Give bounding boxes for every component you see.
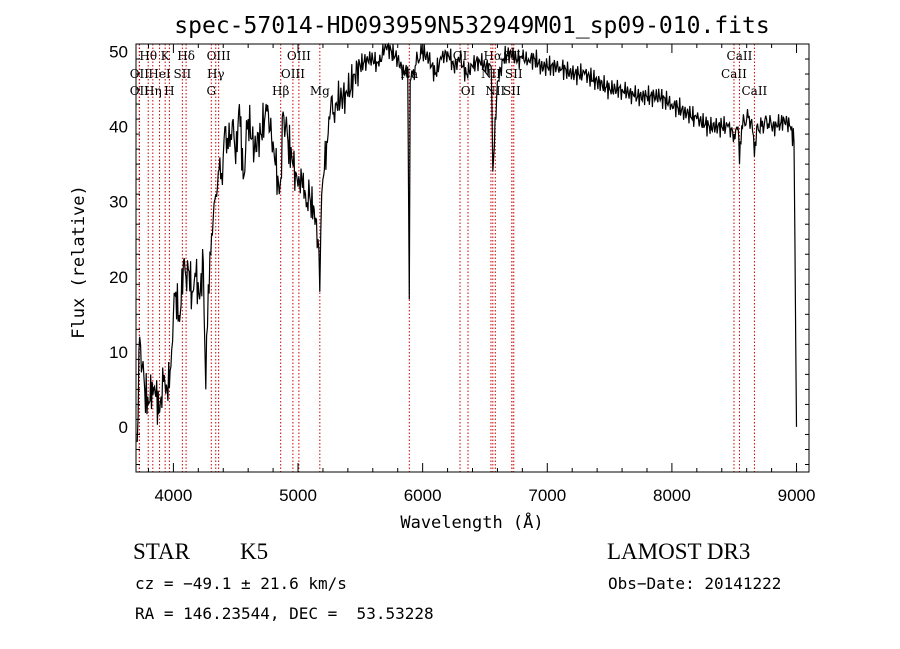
line-marker-label: CaII <box>741 84 767 98</box>
x-tick-label: 6000 <box>404 486 442 505</box>
x-axis-label: Wavelength (Å) <box>400 511 543 533</box>
spectrum-line <box>136 42 798 443</box>
line-marker-label: SII <box>174 67 192 81</box>
plot-frame <box>135 43 810 473</box>
line-marker-label: G <box>206 84 216 98</box>
x-tick-label: 4000 <box>154 486 192 505</box>
object-subclass: K5 <box>240 539 269 564</box>
line-marker-label: Hη <box>144 84 162 98</box>
obs-date: Obs−Date: 20141222 <box>608 574 782 593</box>
line-marker-label: H <box>164 84 174 98</box>
line-marker-label: OI <box>461 84 476 98</box>
chart-title: spec-57014-HD093959N532949M01_sp09-010.f… <box>174 13 769 39</box>
x-tick-label: 8000 <box>653 486 691 505</box>
line-marker-label: Hβ <box>272 84 289 98</box>
redshift-text: cz = −49.1 ± 21.6 km/s <box>135 574 347 593</box>
line-marker-label: K <box>161 49 171 63</box>
line-marker-label: OIII <box>287 49 311 63</box>
x-tick-label: 7000 <box>528 486 566 505</box>
line-marker-label: Hδ <box>177 49 195 63</box>
line-marker-label: Hγ <box>207 67 225 81</box>
x-tick-label: 5000 <box>279 486 317 505</box>
object-class: STAR <box>133 539 190 564</box>
y-tick-label: 50 <box>109 43 128 62</box>
line-marker-label: OIII <box>207 49 231 63</box>
line-marker-label: CaII <box>727 49 753 63</box>
y-tick-label: 40 <box>109 118 128 137</box>
line-marker-label: SII <box>505 67 523 81</box>
line-marker-label: Hα <box>484 49 503 63</box>
line-marker-label: OII <box>130 84 150 98</box>
line-marker-label: SII <box>503 84 521 98</box>
line-marker-label: Hθ <box>139 49 157 63</box>
y-tick-label: 0 <box>119 418 128 437</box>
line-marker-label: NII <box>485 84 505 98</box>
axes: 4000 5000 6000 7000 8000 9000 0 10 20 30 40 50 <box>109 43 815 505</box>
spectral-line-markers: HθKHδOIIHeISIIOIIHηHOIIIHγGOIIIOIIIHβMgN… <box>130 44 768 472</box>
y-tick-label: 10 <box>109 343 128 362</box>
line-marker-label: CaII <box>721 67 747 81</box>
y-axis-label: Flux (relative) <box>69 185 89 339</box>
line-marker-label: OIII <box>281 67 305 81</box>
x-tick-label: 9000 <box>778 486 816 505</box>
coordinates: RA = 146.23544, DEC = 53.53228 <box>135 604 434 623</box>
y-tick-label: 20 <box>109 268 128 287</box>
survey-name: LAMOST DR3 <box>607 539 751 564</box>
line-marker-label: Mg <box>310 84 330 98</box>
y-tick-label: 30 <box>109 193 128 212</box>
line-marker-label: HeI <box>148 67 171 81</box>
